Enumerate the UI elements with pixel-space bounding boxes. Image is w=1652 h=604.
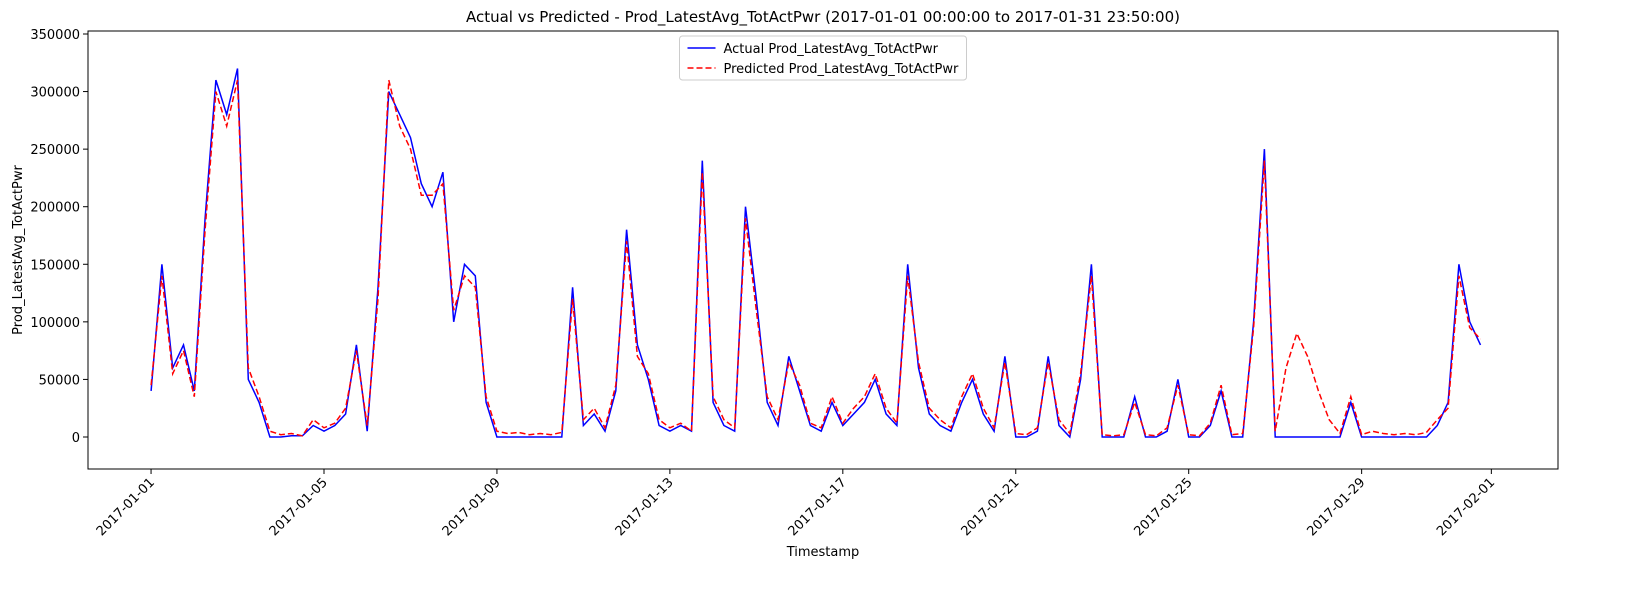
x-tick-label: 2017-01-21 bbox=[959, 475, 1023, 539]
x-tick-label: 2017-02-01 bbox=[1434, 475, 1498, 539]
x-tick-label: 2017-01-29 bbox=[1304, 475, 1368, 539]
x-axis-label: Timestamp bbox=[786, 545, 860, 560]
x-tick-label: 2017-01-09 bbox=[440, 475, 504, 539]
series-line bbox=[150, 79, 1482, 437]
x-tick-label: 2017-01-01 bbox=[94, 475, 158, 539]
chart-title: Actual vs Predicted - Prod_LatestAvg_Tot… bbox=[466, 8, 1180, 27]
legend-label: Actual Prod_LatestAvg_TotActPwr bbox=[724, 42, 939, 57]
legend-label: Predicted Prod_LatestAvg_TotActPwr bbox=[724, 62, 959, 77]
y-tick-label: 250000 bbox=[30, 143, 80, 158]
y-tick-label: 350000 bbox=[30, 28, 80, 43]
y-axis-label: Prod_LatestAvg_TotActPwr bbox=[11, 165, 26, 335]
legend-box bbox=[679, 35, 967, 81]
x-tick-label: 2017-01-13 bbox=[613, 475, 677, 539]
y-tick-label: 150000 bbox=[30, 258, 80, 273]
y-tick-label: 200000 bbox=[30, 201, 80, 216]
x-tick-label: 2017-01-05 bbox=[267, 475, 331, 539]
x-tick-label: 2017-01-17 bbox=[786, 475, 850, 539]
y-tick-label: 0 bbox=[72, 431, 80, 446]
y-tick-label: 50000 bbox=[39, 373, 80, 388]
y-tick-label: 100000 bbox=[30, 316, 80, 331]
plot-frame bbox=[87, 30, 1559, 470]
x-tick-label: 2017-01-25 bbox=[1131, 475, 1195, 539]
y-tick-label: 300000 bbox=[30, 86, 80, 101]
